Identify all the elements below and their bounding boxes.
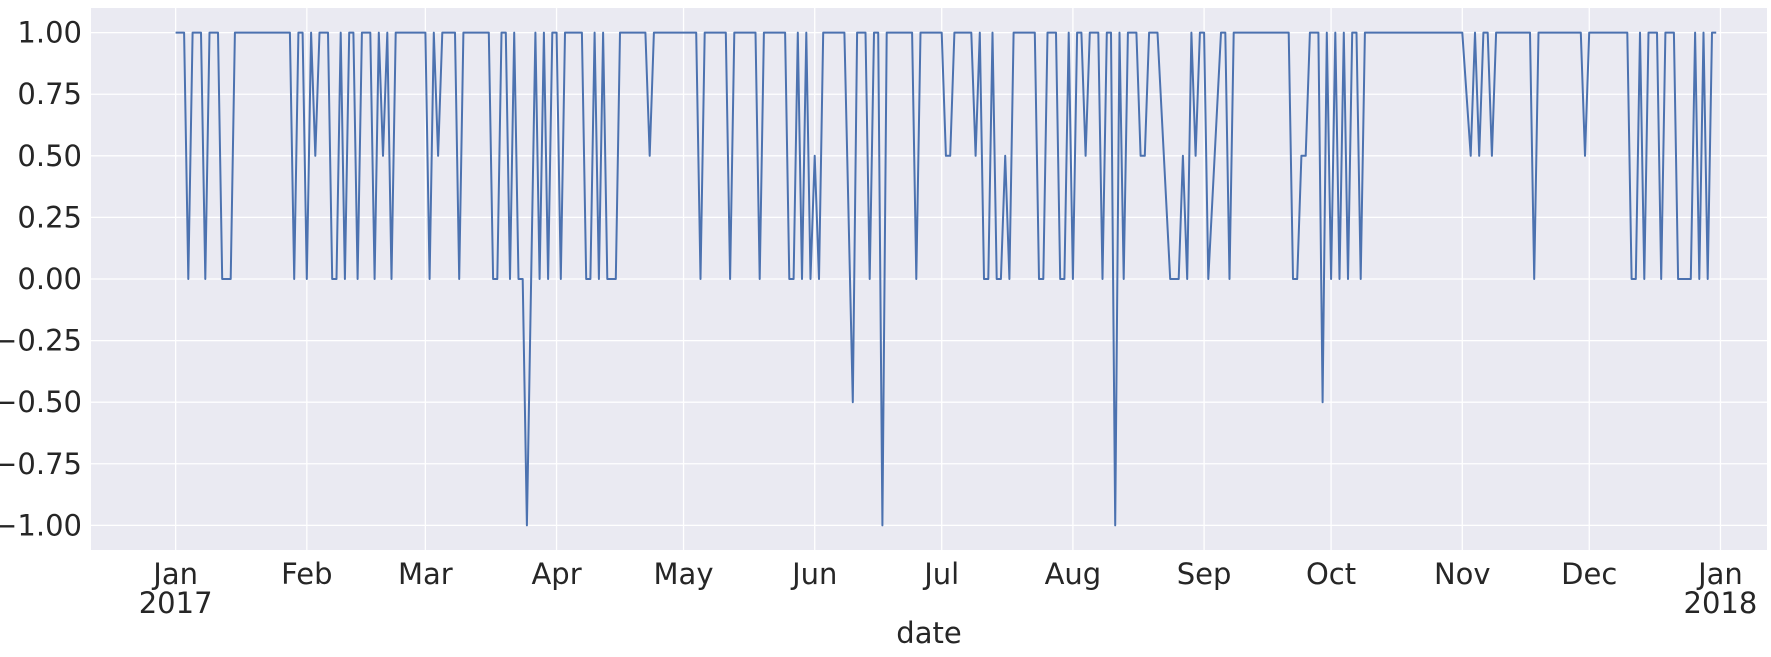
y-tick-label: 1.00 [17, 16, 82, 50]
y-tick-label: −0.50 [0, 385, 82, 419]
x-tick-label: Apr [531, 557, 581, 591]
x-tick-label: Sep [1177, 557, 1232, 591]
y-tick-label: 0.00 [17, 262, 82, 296]
series-layer [175, 31, 1717, 527]
y-tick-label: 0.50 [17, 139, 82, 173]
x-tick-label: Jun [790, 557, 837, 591]
y-tick-label: −0.25 [0, 324, 82, 358]
series-line-0 [175, 31, 1717, 527]
x-tick-label: Jan [151, 557, 198, 591]
x-tick-label: Jan [1696, 557, 1743, 591]
x-tick-label: Feb [281, 557, 332, 591]
x-tick-label: Nov [1434, 557, 1491, 591]
x-tick-label: Oct [1306, 557, 1356, 591]
x-tick-label: Dec [1561, 557, 1617, 591]
x-tick-label: Mar [398, 557, 453, 591]
x-tick-year-label: 2017 [139, 586, 213, 620]
x-tick-label: May [654, 557, 714, 591]
y-tick-label: −0.75 [0, 447, 82, 481]
y-tick-label: −1.00 [0, 508, 82, 542]
x-axis-label: date [896, 616, 961, 650]
x-tick-label: Jul [922, 557, 959, 591]
x-tick-label: Aug [1045, 557, 1102, 591]
y-tick-labels: 1.00 0.75 0.50 0.25 0.00 −0.25 −0.50 −0.75 −1.00 [0, 16, 82, 543]
y-tick-label: 0.75 [17, 77, 82, 111]
x-tick-year-label: 2018 [1684, 586, 1758, 620]
y-tick-label: 0.25 [17, 200, 82, 234]
